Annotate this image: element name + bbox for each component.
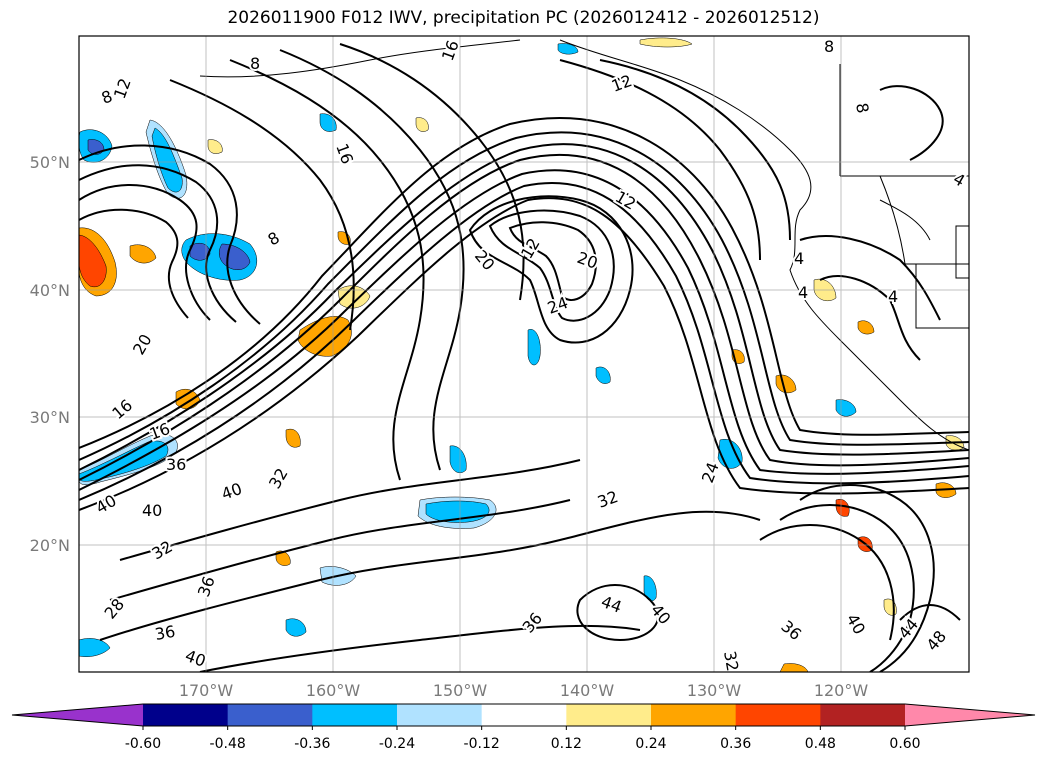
- gridlines: [79, 36, 969, 672]
- lon-tick-label: 170°W: [179, 681, 234, 700]
- colorbar-swatch: [312, 704, 398, 726]
- colorbar: -0.60 -0.48 -0.36 -0.24 -0.12 0.12 0.24 0.36 0.4…: [11, 703, 1036, 752]
- colorbar-swatch: [566, 704, 652, 726]
- colorbar-tick-label: 0.48: [805, 736, 836, 752]
- lat-tick-label: 20°N: [30, 536, 70, 555]
- lon-tick-label: 130°W: [687, 681, 742, 700]
- colorbar-swatch: [735, 704, 821, 726]
- contour-label: 4: [798, 283, 808, 302]
- contour-label: 8: [824, 37, 834, 56]
- contour-label: 36: [153, 622, 176, 644]
- colorbar-swatch: [227, 704, 313, 726]
- lat-tick-label: 40°N: [30, 281, 70, 300]
- colorbar-tick-label: -0.12: [464, 736, 500, 752]
- contour-label: 40: [142, 501, 162, 520]
- plot-frame: [78, 35, 970, 673]
- lon-tick-labels: 170°W 160°W 150°W 140°W 130°W 120°W: [179, 681, 869, 700]
- lon-tick-label: 140°W: [560, 681, 615, 700]
- colorbar-tick-label: -0.24: [379, 736, 415, 752]
- contour-label: 8: [250, 54, 260, 73]
- colorbar-extend-high: [905, 704, 1035, 726]
- colorbar-extend-low: [12, 704, 143, 726]
- lon-tick-label: 120°W: [814, 681, 869, 700]
- contour-label: 4: [888, 287, 898, 306]
- contour-label: 32: [720, 649, 742, 672]
- colorbar-swatch: [481, 704, 567, 726]
- map-title: 2026011900 F012 IWV, precipitation PC (2…: [227, 8, 820, 28]
- lat-tick-labels: 50°N 40°N 30°N 20°N: [30, 153, 70, 555]
- colorbar-swatch: [820, 704, 906, 726]
- contour-label: 4: [794, 249, 804, 268]
- precip-shading: [79, 37, 965, 672]
- colorbar-swatch: [143, 704, 229, 726]
- map-plot-area: 8 12 8 16 8 12 12 20 12 20 24 20 16 16 3…: [79, 36, 969, 672]
- coastline: [199, 39, 969, 451]
- lat-tick-label: 50°N: [30, 153, 70, 172]
- colorbar-tick-label: 0.36: [720, 736, 751, 752]
- colorbar-tick-label: -0.60: [125, 736, 161, 752]
- colorbar-tick-label: 0.24: [635, 736, 666, 752]
- contour-label: 36: [166, 455, 186, 474]
- colorbar-tick-label: -0.36: [294, 736, 330, 752]
- colorbar-tick-label: 0.12: [551, 736, 582, 752]
- colorbar-tick-label: 0.60: [889, 736, 920, 752]
- lon-tick-label: 160°W: [306, 681, 361, 700]
- lat-tick-label: 30°N: [30, 408, 70, 427]
- iwv-contours: [79, 43, 969, 672]
- colorbar-swatch: [651, 704, 737, 726]
- colorbar-tick-label: -0.48: [210, 736, 246, 752]
- lon-tick-label: 150°W: [433, 681, 488, 700]
- colorbar-swatch: [397, 704, 483, 726]
